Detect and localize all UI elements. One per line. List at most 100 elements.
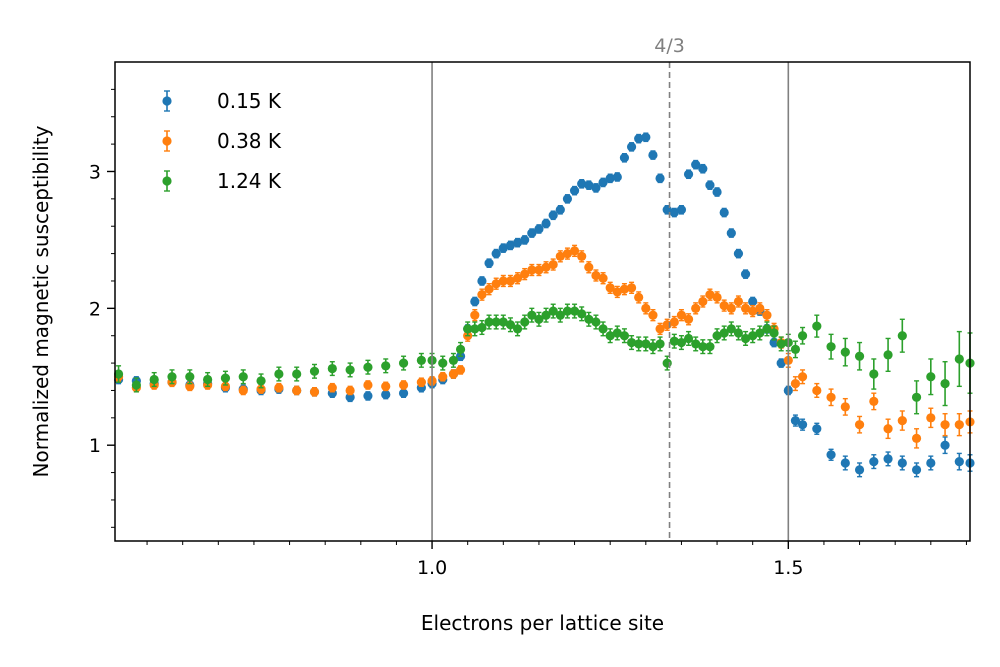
- y-tick-label: 3: [89, 161, 101, 183]
- data-point: [869, 457, 879, 467]
- data-point: [826, 450, 836, 460]
- data-point: [484, 317, 494, 327]
- data-point: [416, 377, 426, 387]
- data-point: [256, 384, 266, 394]
- data-point: [954, 420, 964, 430]
- data-point: [167, 372, 177, 382]
- x-tick-label: 1.5: [773, 557, 803, 579]
- data-point: [648, 342, 658, 352]
- data-point: [548, 306, 558, 316]
- data-point: [541, 218, 551, 229]
- data-point: [363, 362, 373, 372]
- data-point: [676, 310, 687, 320]
- data-point: [705, 290, 715, 300]
- data-point: [527, 228, 537, 238]
- data-point: [345, 365, 355, 375]
- data-point: [203, 374, 213, 385]
- x-axis-label: Electrons per lattice site: [421, 611, 664, 635]
- data-point: [940, 379, 950, 389]
- data-point: [605, 173, 615, 183]
- data-point: [911, 433, 922, 443]
- data-point: [238, 385, 248, 396]
- data-point: [897, 331, 907, 341]
- data-point: [149, 374, 159, 385]
- series-layer: [113, 132, 975, 478]
- data-point: [292, 369, 302, 379]
- data-point: [705, 342, 715, 352]
- data-point: [698, 296, 708, 307]
- data-point: [562, 194, 573, 204]
- data-point: [626, 142, 637, 152]
- data-point: [569, 186, 580, 196]
- data-point: [584, 180, 594, 190]
- data-point: [498, 276, 508, 286]
- data-point: [309, 366, 320, 376]
- data-point: [463, 324, 473, 334]
- data-point: [683, 333, 694, 344]
- data-point: [790, 379, 801, 389]
- data-point: [840, 347, 850, 357]
- data-point: [491, 317, 501, 327]
- data-point: [398, 358, 409, 368]
- data-point: [826, 392, 836, 402]
- data-point: [897, 415, 907, 426]
- legend-marker: [162, 136, 172, 146]
- data-point: [619, 331, 630, 341]
- data-point: [797, 331, 808, 341]
- data-point: [505, 240, 516, 250]
- data-point: [220, 373, 231, 383]
- data-point: [634, 134, 644, 144]
- data-point: [569, 246, 580, 256]
- data-point: [555, 310, 565, 320]
- data-point: [238, 372, 248, 382]
- data-point: [381, 381, 391, 391]
- data-point: [477, 322, 487, 333]
- data-point: [577, 179, 587, 189]
- x-tick-label: 1.0: [417, 557, 447, 579]
- data-point: [541, 262, 551, 272]
- data-point: [926, 413, 936, 423]
- data-point: [826, 342, 836, 352]
- data-point: [562, 249, 573, 259]
- data-point: [740, 269, 751, 279]
- data-point: [698, 342, 708, 352]
- data-point: [113, 369, 124, 379]
- data-point: [840, 402, 850, 412]
- data-point: [748, 296, 758, 307]
- y-tick-label: 1: [89, 435, 101, 457]
- legend-label: 0.38 K: [217, 129, 282, 153]
- data-point: [726, 228, 736, 238]
- data-point: [274, 383, 284, 393]
- data-point: [712, 331, 722, 341]
- data-point: [548, 210, 558, 220]
- data-point: [883, 350, 893, 360]
- data-point: [691, 303, 701, 313]
- data-point: [569, 306, 580, 316]
- data-point: [327, 363, 337, 374]
- data-point: [605, 283, 615, 293]
- data-point: [484, 284, 494, 294]
- data-point: [797, 420, 808, 430]
- data-point: [612, 287, 622, 297]
- data-point: [854, 351, 865, 361]
- data-point: [584, 314, 594, 324]
- data-point: [940, 440, 950, 450]
- data-point: [712, 187, 722, 197]
- data-point: [505, 320, 516, 330]
- reference-line-label: 4/3: [654, 35, 685, 57]
- data-point: [719, 207, 729, 218]
- data-point: [520, 235, 530, 245]
- data-point: [520, 269, 530, 279]
- data-point: [438, 358, 448, 368]
- legend: 0.15 K 0.38 K 1.24 K: [162, 89, 282, 193]
- data-point: [762, 310, 772, 320]
- data-point: [455, 365, 466, 375]
- data-point: [562, 306, 573, 316]
- data-point: [926, 372, 936, 382]
- data-point: [655, 173, 665, 183]
- data-point: [669, 207, 679, 218]
- data-point: [534, 314, 544, 324]
- data-point: [669, 317, 679, 327]
- data-point: [762, 324, 772, 334]
- data-point: [541, 310, 551, 320]
